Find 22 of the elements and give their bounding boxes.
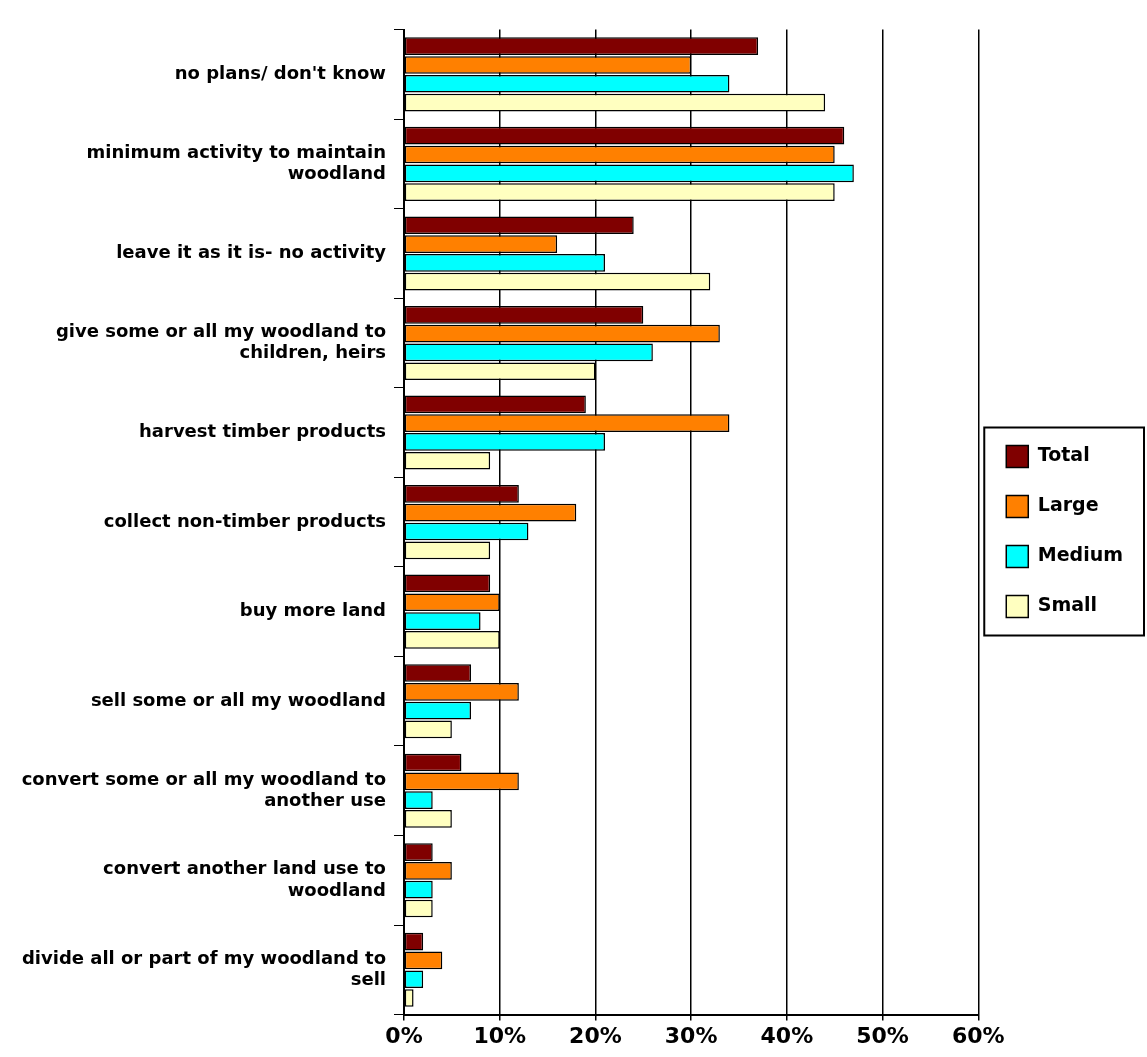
y-tick-label: give some or all my woodland to children, heirs (55, 319, 386, 363)
y-tick-label: divide all or part of my woodland to sell (21, 946, 386, 990)
x-tick-label: 60% (951, 1022, 1005, 1048)
x-tick-label: 40% (760, 1022, 814, 1048)
y-tick-label: buy more land (239, 599, 386, 621)
x-tick-label: 50% (856, 1022, 909, 1048)
y-tick-label: no plans/ don't know (174, 62, 386, 84)
x-tick-label: 0% (385, 1022, 423, 1048)
y-tick-label: leave it as it is- no activity (116, 241, 387, 263)
x-tick-label: 30% (664, 1022, 718, 1048)
legend-label: Large (1037, 493, 1099, 516)
y-tick-label: sell some or all my woodland (90, 688, 386, 710)
y-tick-label: convert some or all my woodland to another use (21, 767, 386, 811)
legend-label: Medium (1037, 543, 1123, 566)
legend-label: Small (1037, 593, 1098, 616)
x-tick-label: 10% (473, 1022, 527, 1048)
x-tick-label: 20% (569, 1022, 622, 1048)
y-tick-label: minimum activity to maintain woodland (86, 140, 386, 184)
y-tick-label: collect non-timber products (103, 509, 386, 531)
y-tick-label: harvest timber products (139, 420, 386, 442)
y-tick-label: convert another land use to woodland (103, 857, 386, 900)
legend-label: Total (1037, 443, 1090, 466)
